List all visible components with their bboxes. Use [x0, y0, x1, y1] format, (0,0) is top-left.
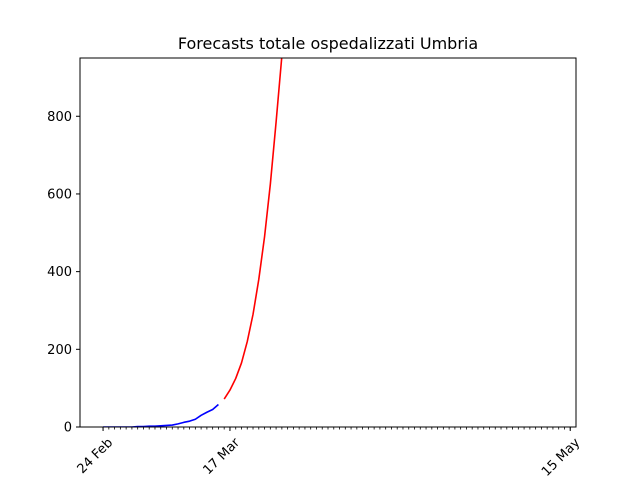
x-tick-label: 24 Feb — [75, 435, 117, 477]
y-tick-label: 600 — [47, 187, 72, 202]
plot-frame — [79, 57, 577, 428]
y-tick-label: 800 — [47, 110, 72, 125]
series-layer — [103, 58, 283, 427]
y-tick-label: 400 — [47, 265, 72, 280]
x-tick-label: 17 Mar — [200, 435, 243, 478]
chart-title: Forecasts totale ospedalizzati Umbria — [178, 34, 478, 53]
x-axis: 24 Feb 17 Mar 15 May — [75, 427, 583, 480]
y-tick-label: 200 — [47, 343, 72, 358]
y-axis: 0 200 400 600 800 — [47, 110, 80, 436]
series-line-1 — [103, 403, 219, 427]
series-line-2 — [223, 58, 283, 400]
y-tick-label: 0 — [64, 421, 72, 436]
x-tick-label: 15 May — [539, 435, 583, 479]
